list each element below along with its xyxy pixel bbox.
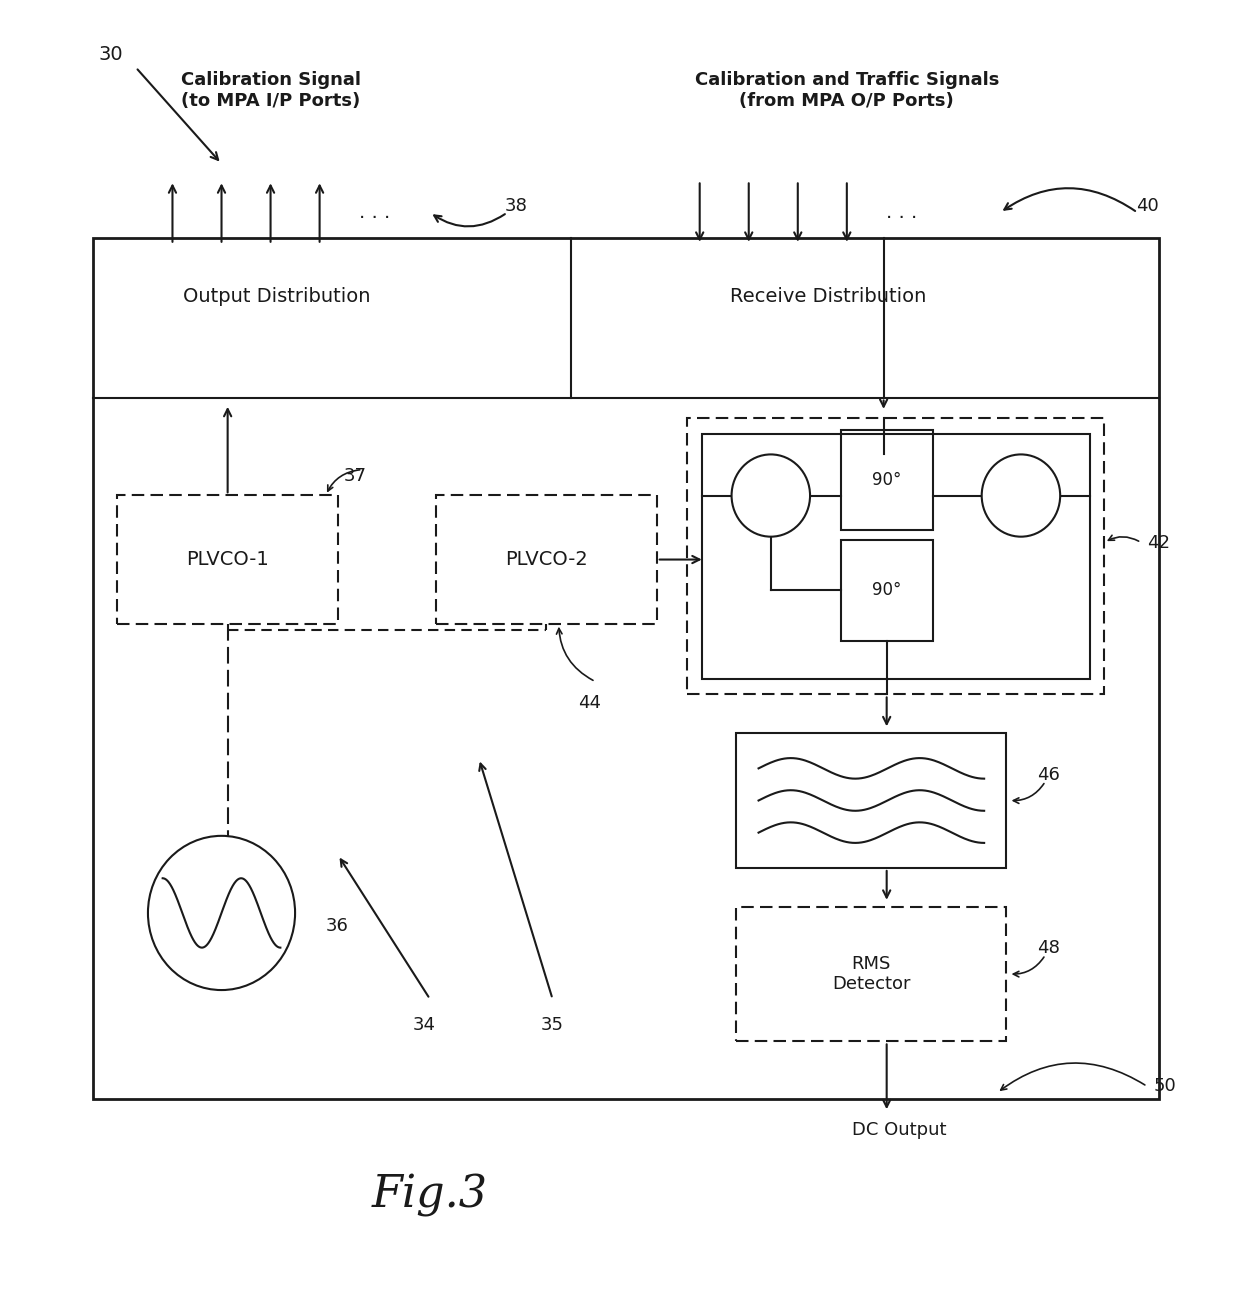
Text: 42: 42 bbox=[1147, 534, 1171, 552]
Circle shape bbox=[982, 455, 1060, 536]
Text: 30: 30 bbox=[99, 45, 124, 64]
Circle shape bbox=[148, 835, 295, 990]
Text: . . .: . . . bbox=[887, 203, 918, 222]
Text: 46: 46 bbox=[1037, 766, 1060, 783]
Circle shape bbox=[732, 455, 810, 536]
Text: RMS
Detector: RMS Detector bbox=[832, 955, 910, 994]
Text: Fig.3: Fig.3 bbox=[372, 1174, 489, 1217]
Text: 40: 40 bbox=[1136, 197, 1158, 216]
Text: PLVCO-1: PLVCO-1 bbox=[186, 549, 269, 569]
Text: 36: 36 bbox=[326, 917, 348, 935]
Text: DC Output: DC Output bbox=[852, 1121, 946, 1139]
Text: 44: 44 bbox=[578, 695, 601, 712]
Text: 38: 38 bbox=[505, 197, 527, 216]
Text: 50: 50 bbox=[1153, 1077, 1176, 1095]
Text: 37: 37 bbox=[345, 468, 367, 485]
Text: Output Distribution: Output Distribution bbox=[184, 287, 371, 305]
Text: 48: 48 bbox=[1037, 939, 1060, 957]
Text: Receive Distribution: Receive Distribution bbox=[730, 287, 926, 305]
Text: . . .: . . . bbox=[360, 203, 391, 222]
Text: 90°: 90° bbox=[872, 582, 901, 599]
Text: Calibration Signal
(to MPA I/P Ports): Calibration Signal (to MPA I/P Ports) bbox=[181, 71, 361, 110]
Text: Calibration and Traffic Signals
(from MPA O/P Ports): Calibration and Traffic Signals (from MP… bbox=[694, 71, 999, 110]
Text: 34: 34 bbox=[413, 1016, 435, 1034]
Text: 90°: 90° bbox=[872, 472, 901, 488]
Text: PLVCO-2: PLVCO-2 bbox=[505, 549, 588, 569]
Text: 35: 35 bbox=[541, 1016, 564, 1034]
